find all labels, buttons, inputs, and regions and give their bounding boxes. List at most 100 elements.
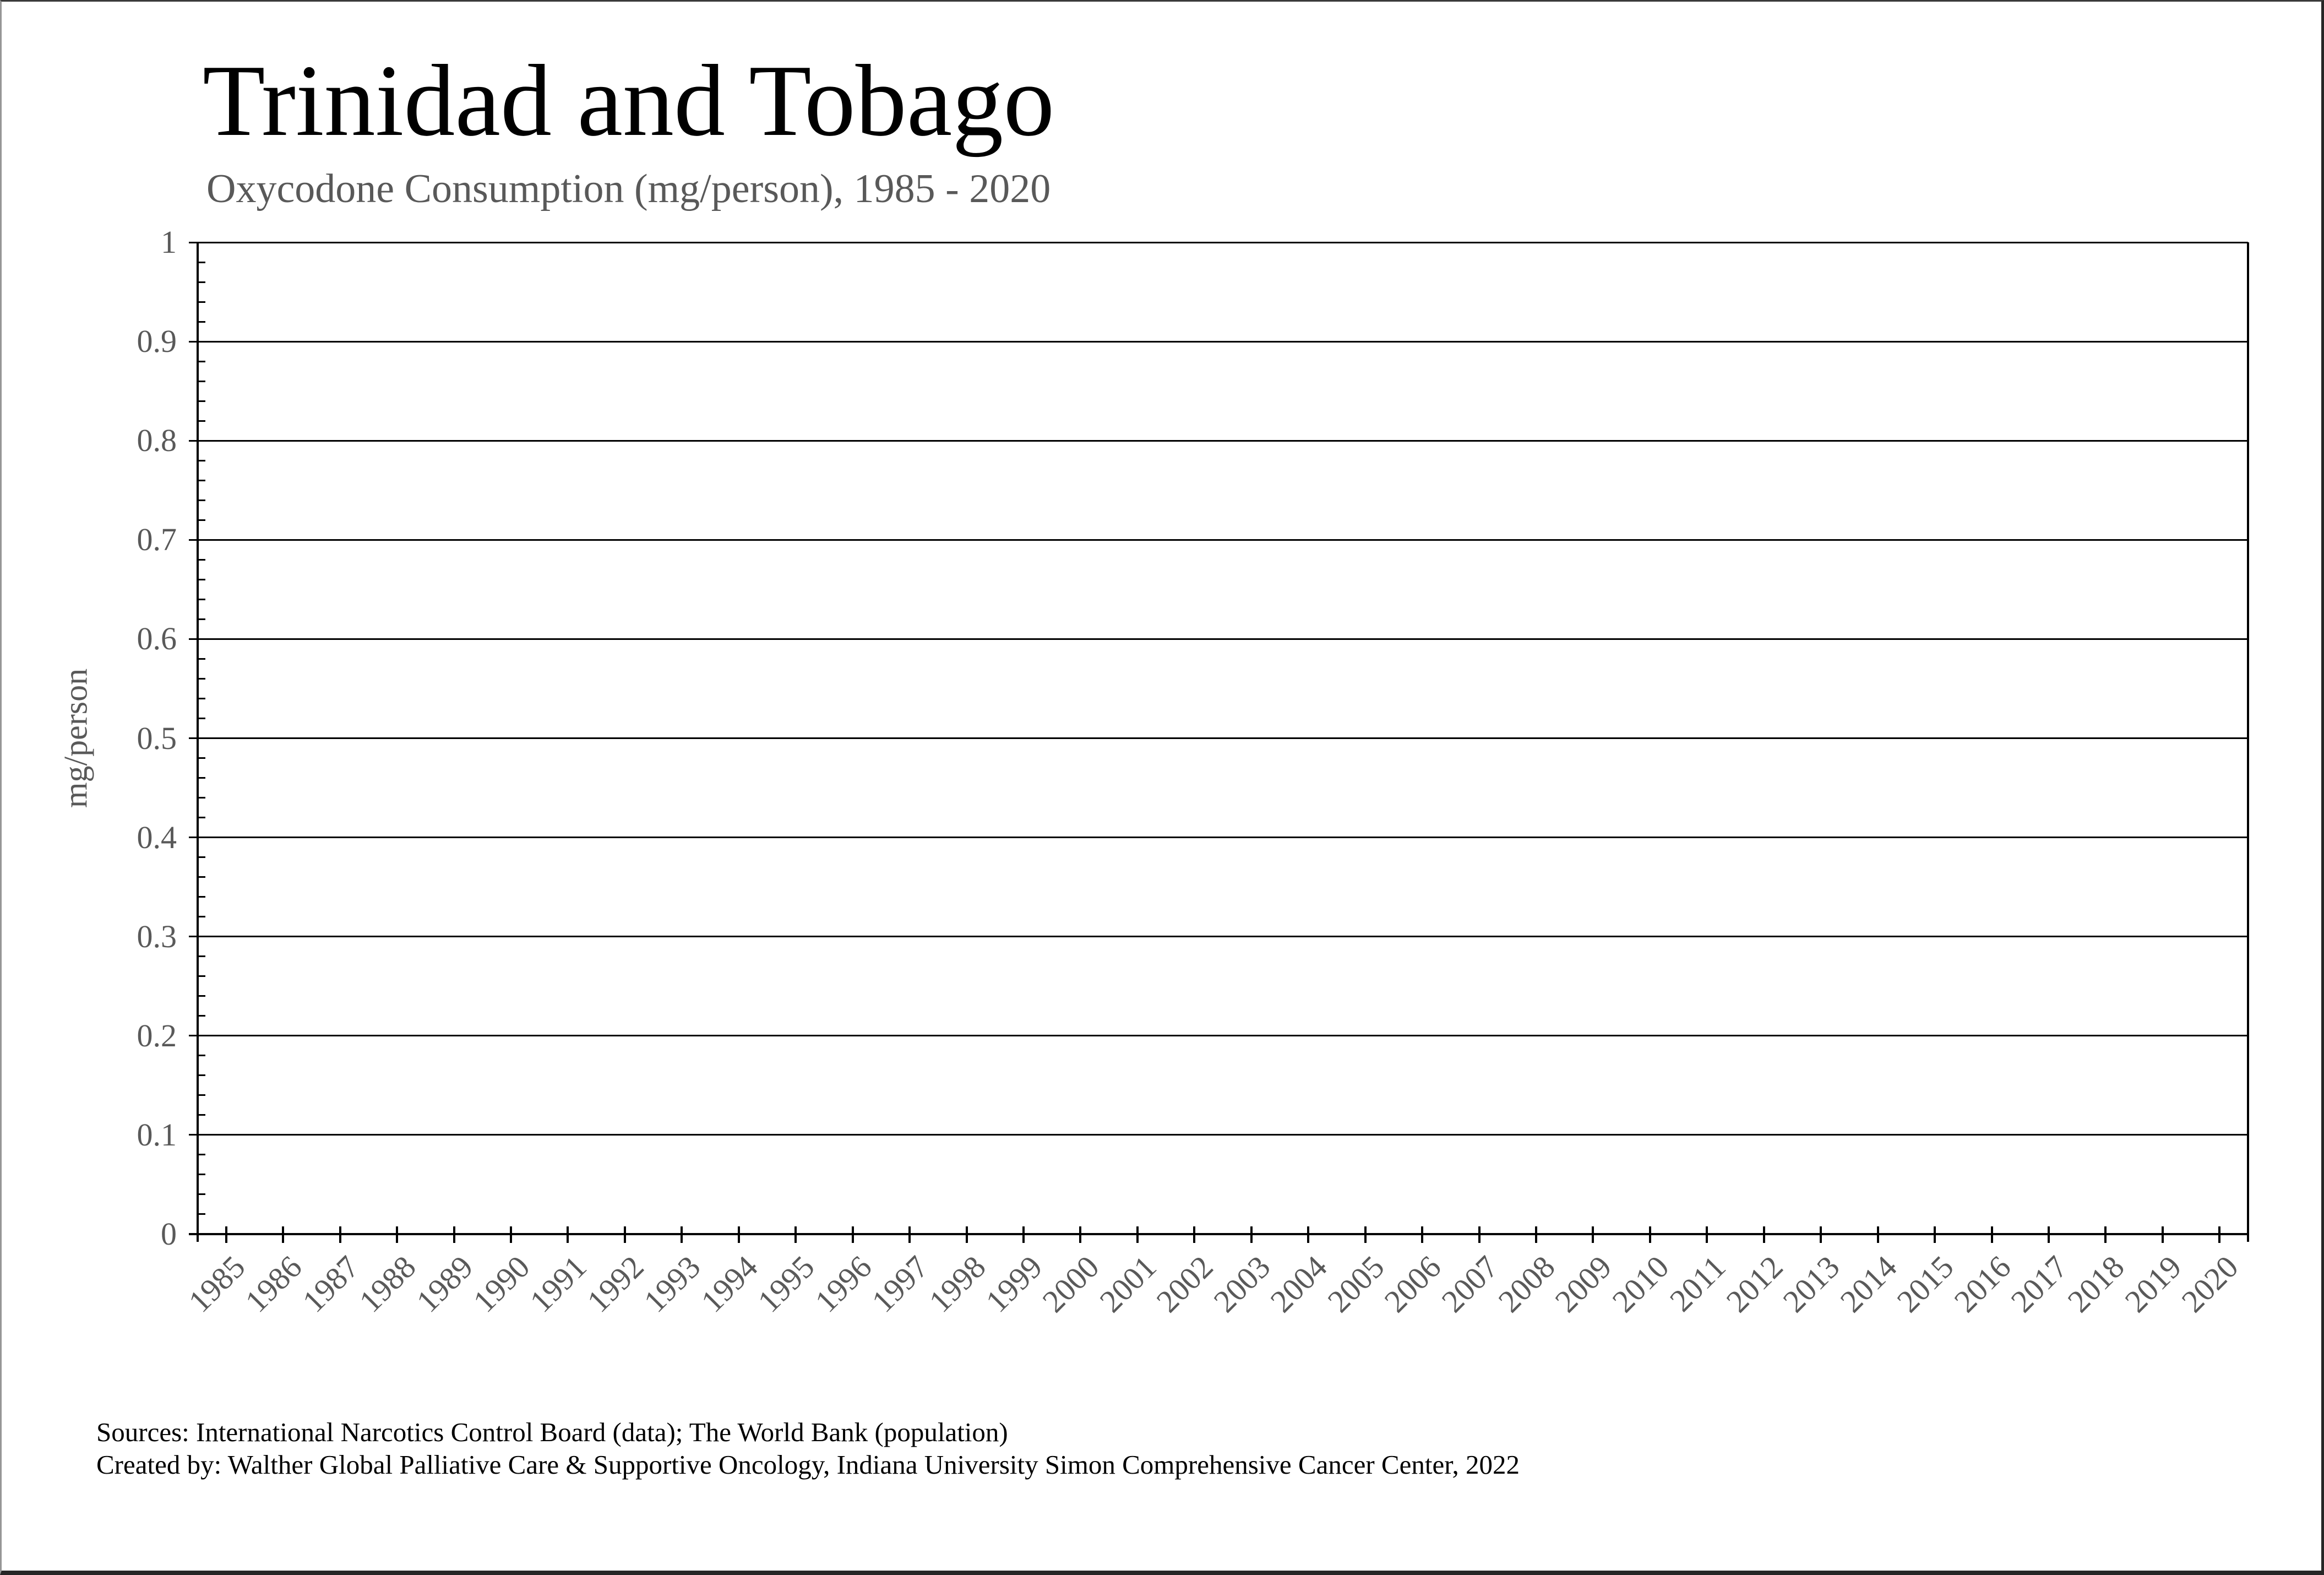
x-tick-label: 2006 — [1377, 1248, 1448, 1319]
x-tick-label: 2009 — [1548, 1248, 1619, 1319]
y-minor-tick — [198, 400, 205, 402]
x-tick-label: 1985 — [181, 1248, 252, 1319]
y-tick-label: 0.2 — [137, 1017, 177, 1053]
y-major-gridline — [189, 936, 2248, 938]
y-major-gridline — [189, 1035, 2248, 1037]
x-tick-label: 2019 — [2118, 1248, 2189, 1319]
x-tick-label: 2008 — [1491, 1248, 1562, 1319]
x-tick-label: 1991 — [523, 1248, 594, 1319]
y-minor-tick — [198, 321, 205, 323]
x-tick-label: 1998 — [922, 1248, 993, 1319]
x-tick-label: 2018 — [2060, 1248, 2131, 1319]
y-major-gridline — [189, 340, 2248, 343]
y-major-gridline — [189, 837, 2248, 839]
x-tick-label: 1990 — [466, 1248, 537, 1319]
plot-right-border — [2247, 242, 2249, 1242]
y-tick-label: 0 — [161, 1216, 177, 1252]
y-minor-tick — [198, 1193, 205, 1196]
chart-title: Trinidad and Tobago — [203, 44, 1055, 158]
y-minor-tick — [198, 459, 205, 461]
y-tick-label: 0.5 — [137, 720, 177, 756]
credit-line: Created by: Walther Global Palliative Ca… — [96, 1449, 1520, 1480]
y-minor-tick — [198, 380, 205, 382]
y-minor-tick — [198, 261, 205, 263]
y-minor-tick — [198, 1074, 205, 1077]
y-major-gridline — [189, 439, 2248, 442]
x-tick-label: 2020 — [2174, 1248, 2245, 1319]
x-tick-label: 2016 — [1947, 1248, 2018, 1319]
x-tick-label: 1989 — [409, 1248, 480, 1319]
y-major-gridline — [189, 1134, 2248, 1136]
x-tick-label: 2002 — [1149, 1248, 1220, 1319]
x-tick-label: 2010 — [1605, 1248, 1676, 1319]
y-minor-tick — [198, 1114, 205, 1116]
y-minor-tick — [198, 896, 205, 898]
y-minor-tick — [198, 578, 205, 580]
y-minor-tick — [198, 301, 205, 303]
x-tick-label: 1988 — [352, 1248, 423, 1319]
y-minor-tick — [198, 777, 205, 779]
x-tick-label: 2001 — [1092, 1248, 1163, 1319]
y-minor-tick — [198, 797, 205, 799]
y-tick-label: 0.8 — [137, 422, 177, 459]
y-minor-tick — [198, 479, 205, 481]
y-major-gridline — [189, 241, 2248, 243]
x-tick-label: 2015 — [1890, 1248, 1961, 1319]
y-major-gridline — [189, 539, 2248, 541]
y-tick-label: 0.1 — [137, 1116, 177, 1153]
y-minor-tick — [198, 717, 205, 719]
y-minor-tick — [198, 519, 205, 521]
x-tick-label: 2013 — [1776, 1248, 1847, 1319]
x-tick-label: 2012 — [1719, 1248, 1790, 1319]
y-tick-label: 0.3 — [137, 918, 177, 954]
y-minor-tick — [198, 955, 205, 958]
x-tick-label: 2017 — [2004, 1248, 2075, 1319]
x-tick-label: 1992 — [580, 1248, 651, 1319]
y-minor-tick — [198, 677, 205, 680]
y-minor-tick — [198, 817, 205, 819]
x-tick-label: 2011 — [1663, 1248, 1733, 1319]
x-tick-label: 2014 — [1833, 1248, 1904, 1319]
x-tick-label: 1999 — [978, 1248, 1049, 1319]
x-tick-label: 1987 — [295, 1248, 366, 1319]
x-tick-label: 2004 — [1263, 1248, 1334, 1319]
y-minor-tick — [198, 281, 205, 283]
y-minor-tick — [198, 995, 205, 997]
y-minor-tick — [198, 697, 205, 699]
y-minor-tick — [198, 1154, 205, 1156]
x-tick-label: 2005 — [1320, 1248, 1391, 1319]
y-minor-tick — [198, 360, 205, 362]
y-major-gridline — [189, 737, 2248, 739]
x-tick-label: 1986 — [238, 1248, 309, 1319]
x-tick-label: 2000 — [1035, 1248, 1106, 1319]
y-minor-tick — [198, 876, 205, 878]
y-tick-label: 0.7 — [137, 522, 177, 558]
y-minor-tick — [198, 856, 205, 859]
y-tick-label: 0.4 — [137, 819, 177, 855]
x-axis-line — [189, 1233, 2249, 1235]
x-tick-label: 2003 — [1206, 1248, 1277, 1319]
y-tick-label: 1 — [161, 224, 177, 260]
x-tick-label: 1993 — [636, 1248, 707, 1319]
x-tick-label: 1997 — [864, 1248, 935, 1319]
source-note: Sources: International Narcotics Control… — [96, 1416, 1520, 1481]
y-minor-tick — [198, 598, 205, 600]
x-tick-label: 2007 — [1434, 1248, 1505, 1319]
y-minor-tick — [198, 1094, 205, 1096]
y-minor-tick — [198, 1174, 205, 1176]
y-minor-tick — [198, 916, 205, 918]
y-minor-tick — [198, 757, 205, 759]
y-minor-tick — [198, 420, 205, 422]
x-tick-label: 1995 — [750, 1248, 821, 1319]
source-line: Sources: International Narcotics Control… — [96, 1417, 1008, 1447]
y-axis-line — [197, 242, 199, 1242]
y-minor-tick — [198, 1213, 205, 1215]
chart-subtitle: Oxycodone Consumption (mg/person), 1985 … — [206, 166, 1051, 211]
y-minor-tick — [198, 558, 205, 561]
x-tick-label: 1994 — [694, 1248, 765, 1319]
y-minor-tick — [198, 658, 205, 660]
y-tick-label: 0.6 — [137, 621, 177, 657]
y-minor-tick — [198, 618, 205, 620]
y-major-gridline — [189, 638, 2248, 640]
